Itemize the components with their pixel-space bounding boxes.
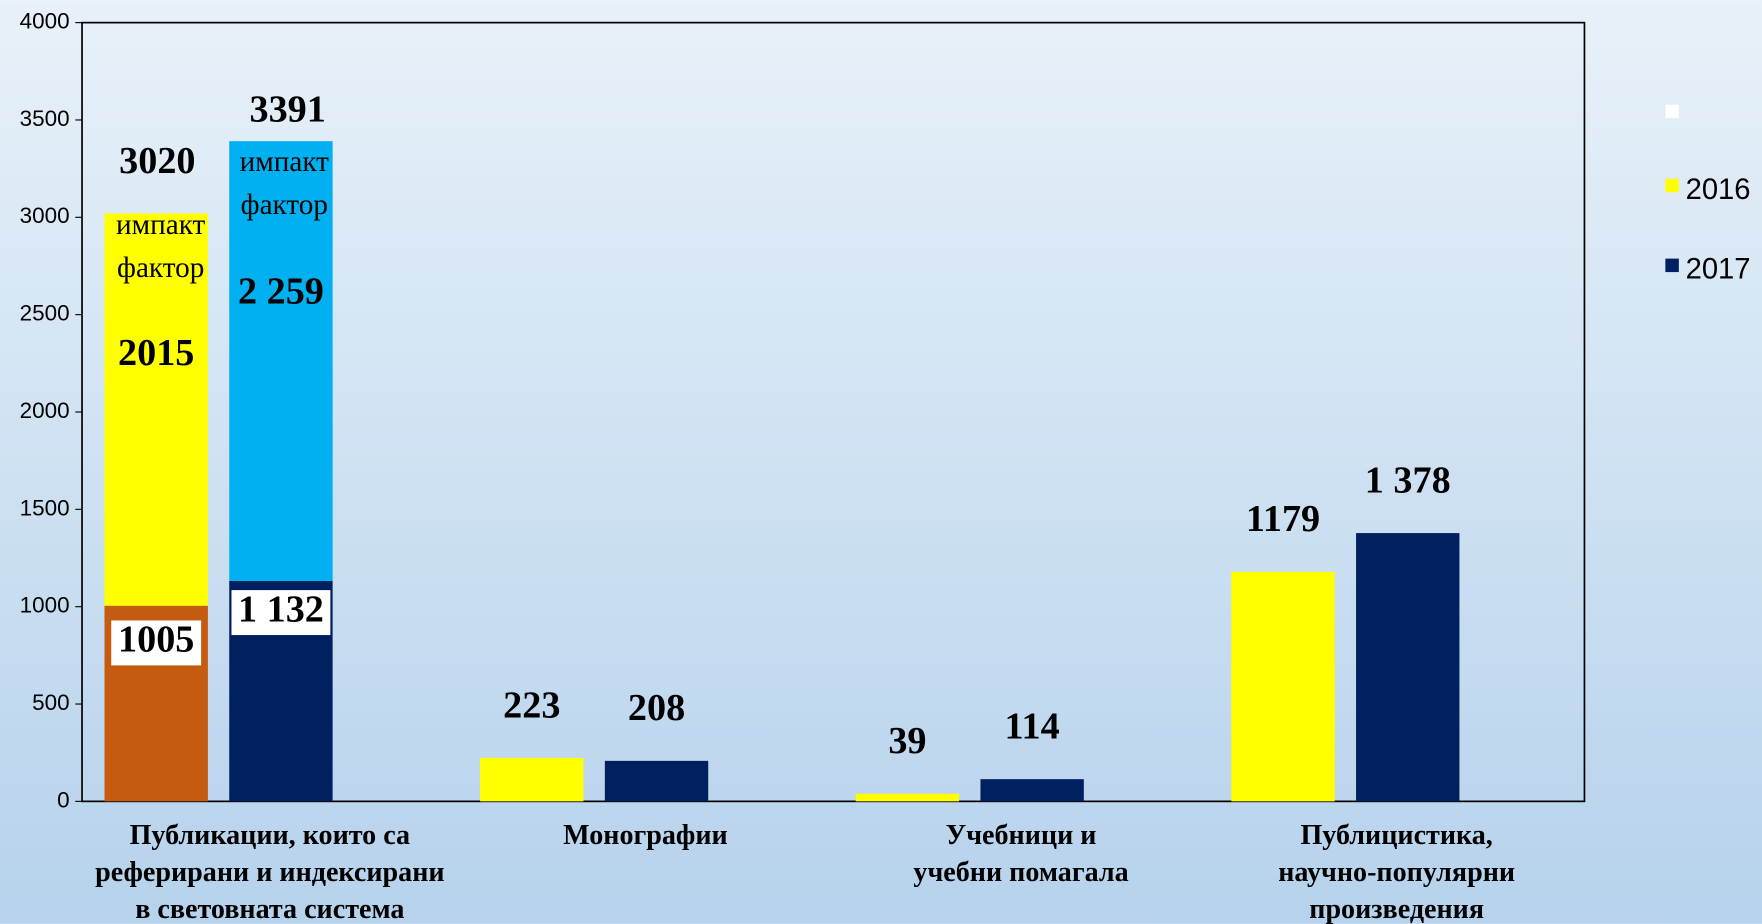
bar xyxy=(604,760,709,802)
segment-label: 1005 xyxy=(118,619,194,661)
total-label: 3020 xyxy=(119,140,195,182)
bar xyxy=(480,757,584,802)
x-tick-label: Публицистика, научно-популярни произведени… xyxy=(1278,820,1515,924)
legend-label: 2017 xyxy=(1686,254,1751,286)
label-box xyxy=(111,620,202,666)
value-label: 223 xyxy=(503,684,560,726)
value-label: 1 378 xyxy=(1365,459,1451,501)
label-box xyxy=(231,590,331,636)
y-tick-label: 3500 xyxy=(20,106,70,131)
y-tick-label: 0 xyxy=(57,787,70,812)
value-label: 39 xyxy=(888,720,926,762)
y-tick-label: 3000 xyxy=(20,203,70,228)
legend-swatch xyxy=(1665,178,1679,193)
x-tick-label: Монографии xyxy=(563,820,728,851)
value-label: 1179 xyxy=(1246,498,1320,540)
y-tick-label: 2000 xyxy=(20,398,70,423)
bar-segment xyxy=(229,141,333,581)
bar xyxy=(980,779,1084,802)
value-label: 114 xyxy=(1005,705,1060,747)
bar xyxy=(1231,571,1335,802)
legend-label: 2016 xyxy=(1686,174,1751,206)
y-tick-label: 4000 xyxy=(20,9,70,34)
annotation: импакт фактор xyxy=(240,146,330,221)
value-label: 208 xyxy=(628,687,685,729)
bar xyxy=(855,793,960,802)
segment-label: 1 132 xyxy=(238,588,324,630)
y-tick-label: 500 xyxy=(32,690,70,715)
bar xyxy=(1356,533,1460,802)
x-tick-label: Публикации, които са реферирани и индекси… xyxy=(95,820,444,924)
legend-swatch xyxy=(1665,104,1679,119)
annotation: импакт фактор xyxy=(116,209,206,284)
segment-label: 2 259 xyxy=(238,270,324,312)
y-tick-label: 2500 xyxy=(20,301,70,326)
segment-label: 2015 xyxy=(118,332,194,374)
legend-swatch xyxy=(1665,258,1679,273)
bar-segment xyxy=(104,213,208,606)
x-tick-label: Учебници и учебни помагала xyxy=(913,820,1128,888)
y-tick-label: 1000 xyxy=(20,593,70,618)
total-label: 3391 xyxy=(249,88,325,130)
y-tick-label: 1500 xyxy=(20,495,70,520)
